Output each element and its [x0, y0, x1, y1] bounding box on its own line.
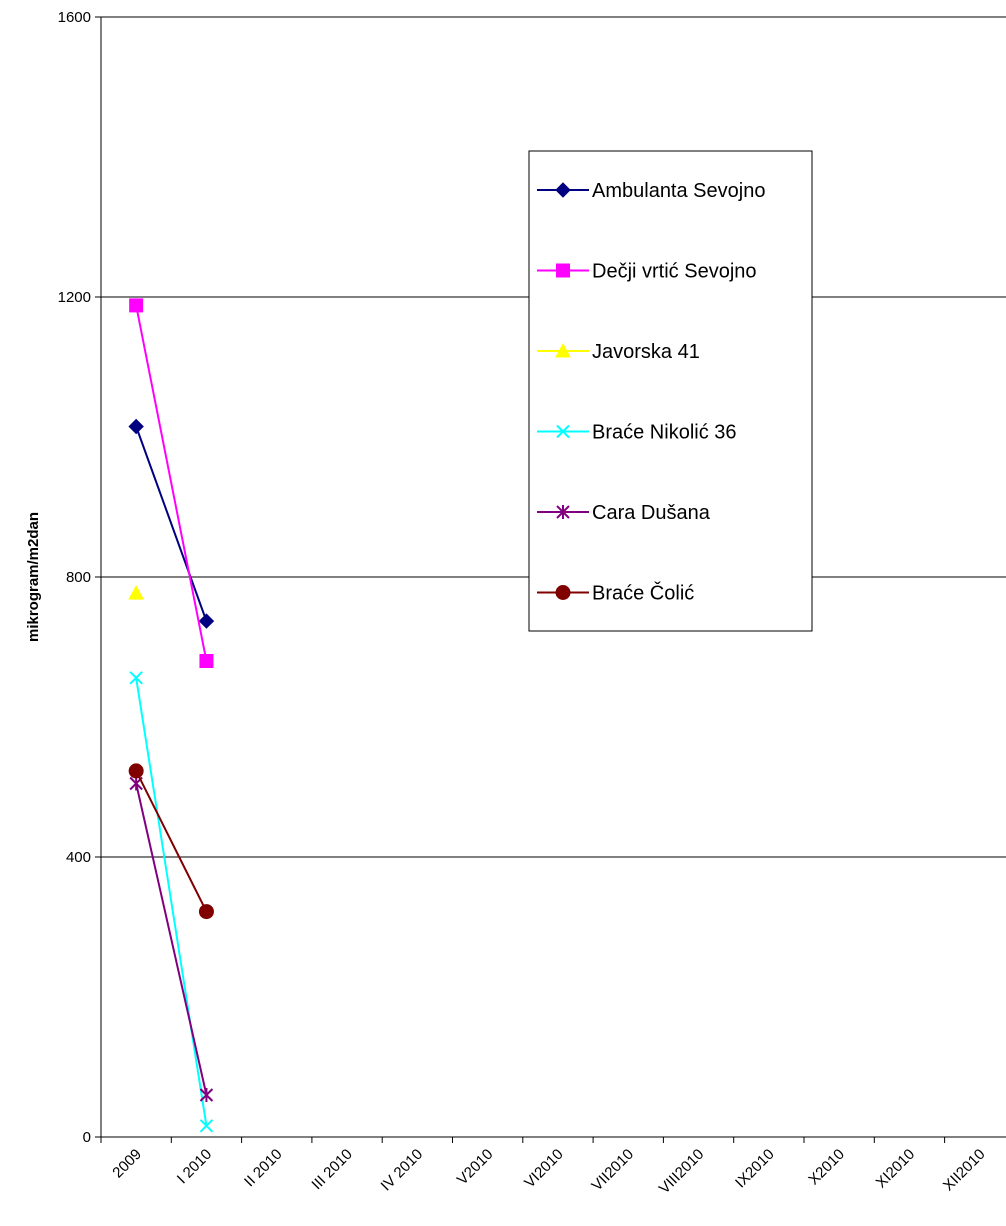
series-6: [128, 763, 214, 920]
legend-label: Dečji vrtić Sevojno: [592, 261, 757, 283]
legend-marker: [556, 263, 570, 278]
data-point: [199, 654, 214, 668]
legend-label: Javorska 41: [592, 341, 700, 363]
x-tick-label: I 2010: [174, 1146, 216, 1188]
data-point: [129, 298, 144, 313]
legend-marker: [555, 585, 571, 600]
x-tick-label: III 2010: [308, 1146, 355, 1193]
y-tick-label: 1200: [58, 289, 91, 306]
legend-label: Cara Dušana: [592, 502, 711, 524]
x-tick-label: X2010: [805, 1146, 848, 1189]
series-line: [135, 305, 208, 662]
series-layer: [128, 298, 215, 1133]
x-tick-label: VI2010: [521, 1146, 567, 1192]
legend-item: Javorska 41: [537, 341, 700, 363]
y-tick-label: 1600: [58, 9, 91, 26]
data-point: [199, 1088, 214, 1102]
legend-item: Braće Nikolić 36: [537, 422, 737, 444]
legend-item: Dečji vrtić Sevojno: [537, 261, 757, 283]
y-tick-label: 800: [66, 569, 91, 586]
x-tick-label: V2010: [454, 1146, 497, 1189]
data-point: [128, 585, 144, 600]
legend-marker: [555, 342, 571, 358]
data-point: [129, 671, 143, 685]
x-tick-label: II 2010: [241, 1146, 285, 1190]
legend-label: Braće Nikolić 36: [592, 422, 737, 444]
series-line: [135, 783, 208, 1096]
legend-item: Ambulanta Sevojno: [537, 180, 765, 202]
legend-item: Cara Dušana: [537, 502, 711, 524]
series-line: [135, 677, 208, 1126]
series-2: [129, 298, 214, 668]
x-tick-label: IV 2010: [378, 1146, 427, 1195]
x-tick-label: VIII2010: [656, 1146, 708, 1198]
legend-marker: [555, 182, 571, 198]
x-tick-label: XII2010: [940, 1146, 989, 1195]
data-point: [198, 613, 215, 629]
legend-marker: [556, 505, 570, 519]
series-1: [128, 418, 215, 629]
legend-label: Braće Čolić: [592, 582, 694, 605]
series-3: [128, 585, 144, 600]
series-5: [129, 776, 214, 1102]
y-tick-label: 400: [66, 849, 91, 866]
legend: Ambulanta Sevojno Dečji vrtić Sevojno Javo…: [528, 150, 813, 632]
legend-label: Ambulanta Sevojno: [592, 180, 765, 202]
data-point: [128, 418, 144, 435]
legend-box: [528, 150, 813, 632]
series-4: [129, 671, 214, 1133]
data-point: [198, 904, 214, 920]
y-axis-title: mikrogram/m2dan: [25, 512, 42, 642]
series-line: [135, 770, 208, 913]
x-tick-label: XI2010: [873, 1146, 919, 1192]
x-tick-label: 2009: [109, 1146, 145, 1182]
data-point: [128, 763, 144, 779]
x-tick-label: VII2010: [588, 1146, 637, 1195]
x-tick-label: IX2010: [732, 1146, 778, 1192]
y-tick-label: 0: [83, 1129, 91, 1146]
legend-item: Braće Čolić: [537, 582, 694, 605]
series-line: [135, 426, 208, 622]
legend-marker: [556, 424, 570, 439]
data-point: [199, 1119, 214, 1133]
